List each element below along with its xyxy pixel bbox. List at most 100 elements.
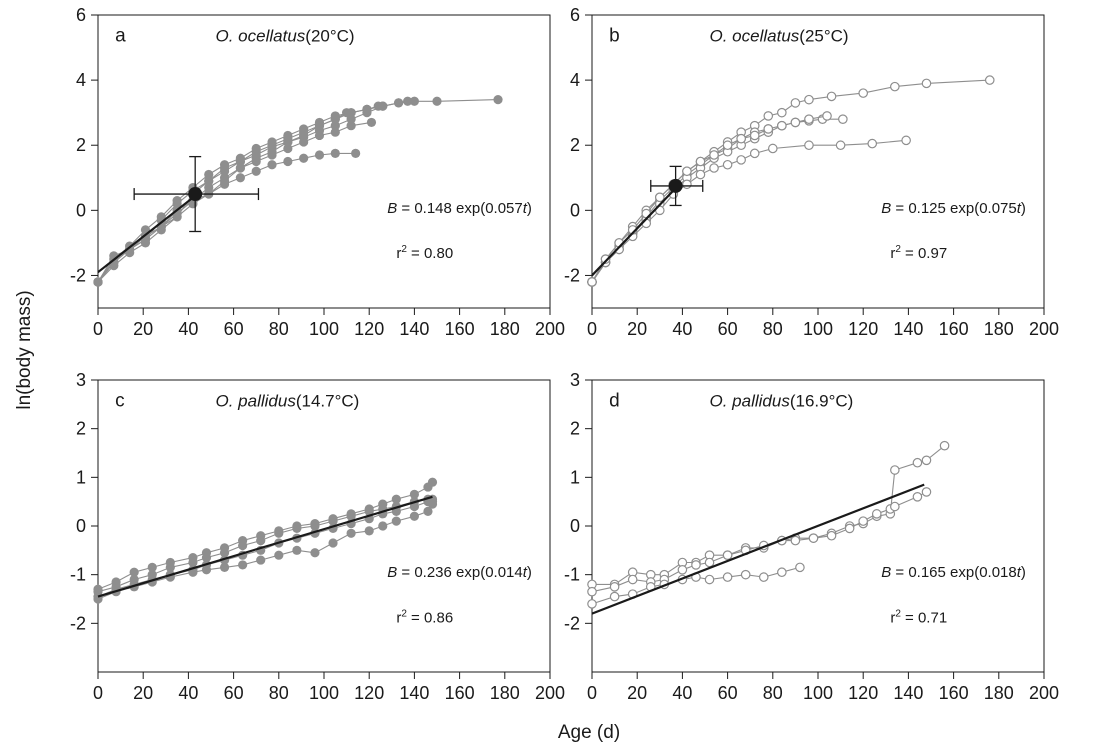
data-point [314,150,325,160]
data-point [654,192,665,203]
data-point [493,95,503,105]
panel-temperature: (25°C) [799,27,848,46]
data-point [984,75,995,85]
data-point [587,599,597,609]
x-tick-label: 100 [803,683,833,703]
r-squared-value: = 0.86 [407,609,453,626]
data-point [790,98,801,108]
data-point [219,160,230,170]
data-point [858,88,868,98]
data-point [822,111,832,121]
data-point [330,127,340,137]
y-tick-label: 0 [570,516,580,536]
data-point [736,155,746,165]
panel-c: 0 20 40 60 80 100 120 140 160 180 200 -2 -1 0 1 2 3 c O. p… [70,370,565,703]
r-exponent: 2 [895,608,901,619]
data-point [691,560,701,570]
data-point [722,550,733,560]
fit-line [97,193,199,274]
x-tick-label: 120 [354,319,384,339]
y-tick-label: 0 [76,516,86,536]
data-point [695,169,706,180]
equation-var: B [881,564,891,581]
data-point [204,176,214,186]
x-tick-label: 80 [269,319,289,339]
panel-temperature: (16.9°C) [790,391,853,410]
data-point [364,526,374,536]
y-tick-label: 1 [570,467,580,487]
fit-line [591,483,925,615]
panel-title: O. pallidus(16.9°C) [710,391,854,410]
y-tick-label: 4 [570,70,580,90]
x-tick-label: 0 [93,319,103,339]
equation-var: B [387,564,397,581]
series-line [97,112,347,283]
panel-temperature: (20°C) [305,27,354,46]
data-point [330,121,340,131]
x-tick-label: 160 [445,319,475,339]
data-point [292,523,302,534]
equation-t: t [1017,200,1022,217]
x-tick-label: 180 [490,683,520,703]
x-tick-label: 40 [672,683,692,703]
data-point [204,182,214,193]
data-point [777,120,787,131]
x-tick-label: 120 [848,319,878,339]
y-tick-label: -2 [70,613,86,633]
data-point [147,562,157,572]
data-point [346,108,356,118]
x-tick-label: 40 [178,683,198,703]
data-point [204,169,214,180]
data-point [912,491,923,502]
y-tick-label: 3 [570,370,580,390]
data-point [767,143,778,154]
data-point [736,133,746,144]
data-point [758,572,769,582]
y-tick-label: -1 [70,565,86,585]
data-point [362,104,372,115]
data-point [409,501,419,512]
data-point [299,124,309,134]
data-point [235,153,245,163]
plot-frame [591,14,1045,309]
data-point [432,96,442,106]
equation-body: = 0.125 exp(0.075 [891,200,1017,217]
x-tick-label: 160 [939,319,969,339]
r-exponent: 2 [401,608,407,619]
x-tick-label: 0 [587,319,597,339]
data-point [427,477,438,487]
equation-var: B [387,200,397,217]
data-point [251,166,261,176]
equation-t: t [523,200,528,217]
data-point [890,501,900,512]
r-symbol: r [890,609,895,626]
series-line [97,100,408,283]
x-tick-label: 200 [535,683,565,703]
x-axis-title: Age (d) [558,722,620,743]
r-squared: r2 = 0.86 [396,608,453,626]
data-point [858,516,868,526]
data-point [777,567,787,578]
data-point [283,137,293,147]
panel-b: 0 20 40 60 80 100 120 140 160 180 200 -2 0 2 4 6 b O. oce… [564,5,1059,339]
y-tick-label: 0 [76,200,86,220]
x-tick-label: 20 [133,319,153,339]
x-tick-label: 60 [718,683,738,703]
equation-close: ) [1021,564,1026,581]
panel-letter: c [115,390,125,411]
y-tick-label: -1 [564,565,580,585]
r-squared-value: = 0.80 [407,245,453,262]
data-point [373,101,383,111]
series-line [591,115,828,283]
equation-close: ) [527,200,532,217]
data-point [921,487,932,497]
y-tick-label: 6 [570,5,580,25]
x-tick-label: 20 [133,683,153,703]
data-point [901,135,911,146]
r-squared-value: = 0.97 [901,245,947,262]
x-tick-label: 0 [587,683,597,703]
r-exponent: 2 [895,244,901,255]
y-tick-label: 2 [76,419,86,439]
data-point [314,130,325,141]
series-line [591,139,907,283]
